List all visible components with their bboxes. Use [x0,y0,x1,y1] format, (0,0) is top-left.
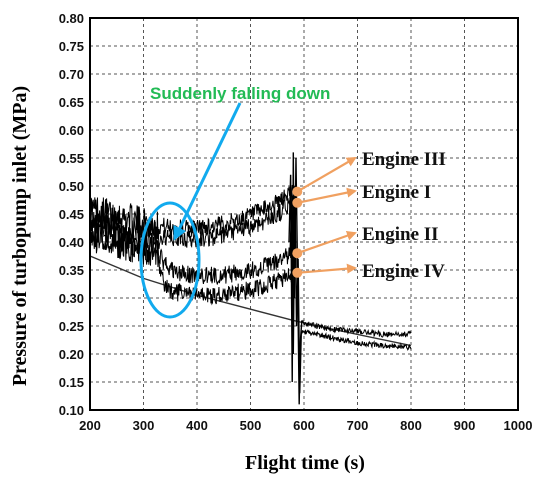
series-line-0 [89,184,294,241]
y-tick-label: 0.65 [59,95,84,110]
plot-frame [89,17,519,411]
y-tick-label: 0.40 [59,235,84,250]
engine-label-1: Engine I [362,182,431,203]
y-tick-label: 0.35 [59,263,84,278]
x-tick-label: 300 [133,418,155,433]
x-tick-label: 800 [400,418,422,433]
y-tick-label: 0.10 [59,403,84,418]
falling-arrow [173,102,242,241]
x-tick-label: 900 [454,418,476,433]
x-tick-label: 200 [79,418,101,433]
x-tick-label: 400 [186,418,208,433]
engine-labels: Engine III Engine I Engine II Engine IV [292,149,446,282]
y-tick-label: 0.45 [59,207,84,222]
engine-label-2: Engine II [362,224,439,245]
x-tick-label: 500 [240,418,262,433]
y-tick-label: 0.15 [59,375,84,390]
series-line-3 [89,223,294,306]
y-tick-label: 0.70 [59,67,84,82]
after-shutdown-line-0 [300,319,412,338]
y-axis-title: Pressure of turbopump inlet (MPa) [9,86,31,386]
y-tick-label: 0.55 [59,151,84,166]
x-tick-label: 600 [293,418,315,433]
annotations: Suddenly falling down [139,84,330,319]
engine-label-3: Engine IV [362,261,445,282]
y-tick-label: 0.75 [59,39,84,54]
falling-ellipse [139,201,201,319]
y-tick-label: 0.20 [59,347,84,362]
engine-arrow-1 [297,187,357,204]
x-tick-label: 1000 [504,418,533,433]
engine-arrow-0 [296,156,357,193]
engine-arrow-3 [297,263,357,274]
series-line-1 [89,195,294,250]
after-shutdown-line-1 [301,329,412,351]
y-tick-label: 0.80 [59,11,84,26]
y-tick-label: 0.50 [59,179,84,194]
engine-arrow-2 [296,230,357,255]
suddenly-falling-down-text: Suddenly falling down [150,84,330,103]
grid [90,18,518,410]
y-tick-label: 0.25 [59,319,84,334]
x-tick-label: 700 [347,418,369,433]
y-tick-labels: 0.10 0.15 0.20 0.25 0.30 0.35 0.40 0.45 0.50 0.55… [59,11,84,418]
y-tick-label: 0.30 [59,291,84,306]
y-tick-label: 0.60 [59,123,84,138]
x-axis-title: Flight time (s) [245,452,365,474]
engine-label-0: Engine III [362,149,446,170]
x-tick-labels: 200 300 400 500 600 700 800 900 1000 [79,418,532,433]
engine-marker-2 [292,248,303,259]
